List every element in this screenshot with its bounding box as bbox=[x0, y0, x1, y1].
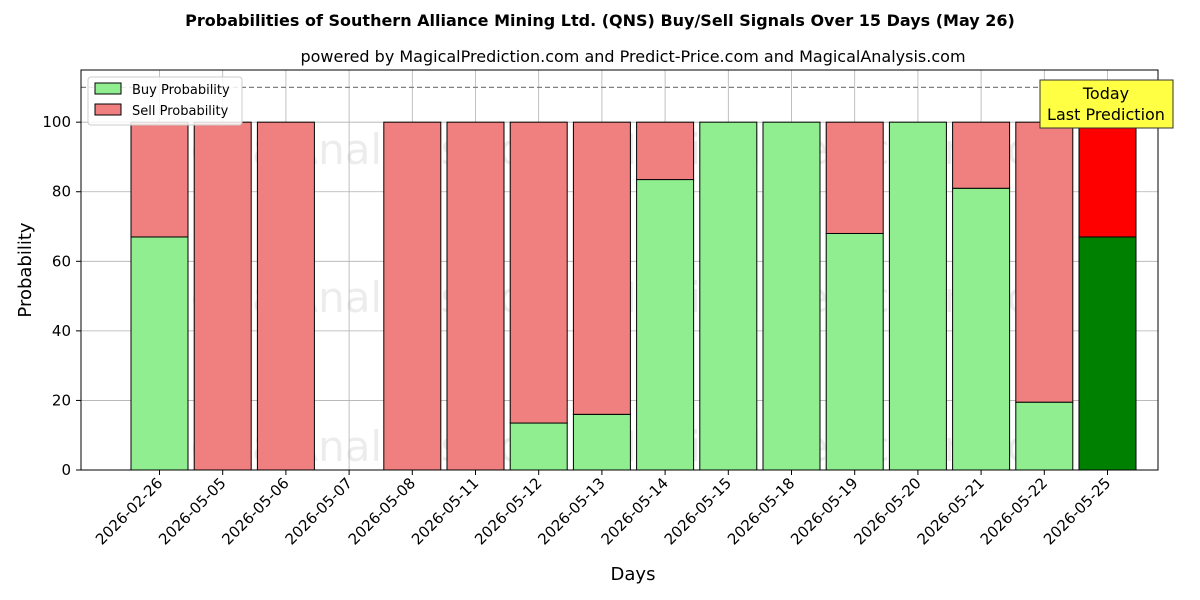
legend-swatch-sell bbox=[94, 103, 122, 116]
bar-sell-2026-05-22 bbox=[1015, 121, 1074, 403]
annotation-line-1: Today bbox=[1082, 84, 1129, 103]
y-tick-label: 0 bbox=[61, 461, 71, 479]
bar-buy-2026-05-12 bbox=[509, 422, 568, 471]
x-axis-ticks: 2026-02-262026-05-052026-05-062026-05-07… bbox=[92, 470, 1114, 548]
bar-sell-2026-05-21 bbox=[952, 121, 1011, 189]
bar-sell-2026-05-06 bbox=[256, 121, 315, 471]
y-axis-label: Probability bbox=[15, 222, 36, 317]
plot-area: MagicalAnalysis.comMagicalPrediction.com… bbox=[80, 69, 1159, 471]
bar-buy-2026-05-14 bbox=[636, 179, 695, 471]
bar-buy-2026-05-25 bbox=[1078, 236, 1137, 471]
x-tick-label: 2026-05-11 bbox=[408, 474, 482, 548]
legend-swatch-buy bbox=[94, 82, 122, 95]
x-tick-label: 2026-02-26 bbox=[92, 474, 166, 548]
bar-buy-2026-05-22 bbox=[1015, 401, 1074, 471]
legend-box bbox=[87, 76, 243, 126]
x-tick-label: 2026-05-06 bbox=[218, 474, 292, 548]
chart-title: Probabilities of Southern Alliance Minin… bbox=[185, 11, 1015, 30]
bar-buy-2026-05-18 bbox=[762, 121, 821, 471]
x-tick-label: 2026-05-19 bbox=[787, 474, 861, 548]
annotation-box bbox=[1039, 79, 1174, 129]
today-annotation: Today Last Prediction bbox=[1039, 79, 1174, 129]
x-tick-label: 2026-05-07 bbox=[282, 474, 356, 548]
x-tick-label: 2026-05-08 bbox=[345, 474, 419, 548]
y-axis-ticks: 0 20 40 60 80 100 bbox=[42, 113, 81, 479]
bar-sell-2026-05-05 bbox=[193, 121, 252, 471]
bar-buy-2026-05-13 bbox=[572, 413, 631, 471]
bar-sell-2026-05-13 bbox=[572, 121, 631, 415]
bar-sell-2026-05-12 bbox=[509, 121, 568, 424]
x-tick-label: 2026-05-21 bbox=[914, 474, 988, 548]
legend-label-sell: Sell Probability bbox=[132, 104, 229, 119]
bar-sell-2026-05-19 bbox=[825, 121, 884, 234]
y-tick-label: 60 bbox=[52, 252, 71, 270]
bar-buy-2026-02-26 bbox=[130, 236, 189, 471]
x-tick-label: 2026-05-20 bbox=[850, 474, 924, 548]
chart-subtitle: powered by MagicalPrediction.com and Pre… bbox=[300, 47, 965, 66]
x-tick-label: 2026-05-25 bbox=[1040, 474, 1114, 548]
y-tick-label: 20 bbox=[52, 391, 71, 409]
x-tick-label: 2026-05-15 bbox=[661, 474, 735, 548]
legend-label-buy: Buy Probability bbox=[132, 83, 230, 98]
x-tick-label: 2026-05-14 bbox=[598, 474, 672, 548]
plot-frame bbox=[80, 69, 1159, 471]
legend: Buy Probability Sell Probability bbox=[87, 76, 243, 126]
bar-buy-2026-05-21 bbox=[952, 187, 1011, 471]
bar-sell-2026-05-08 bbox=[383, 121, 442, 471]
bar-sell-2026-05-11 bbox=[446, 121, 505, 471]
bars bbox=[130, 121, 1137, 471]
annotation-line-2: Last Prediction bbox=[1047, 105, 1165, 124]
y-tick-label: 40 bbox=[52, 322, 71, 340]
x-axis-label: Days bbox=[611, 564, 656, 585]
y-tick-label: 100 bbox=[42, 113, 71, 131]
bar-sell-2026-02-26 bbox=[130, 121, 189, 238]
x-tick-label: 2026-05-13 bbox=[534, 474, 608, 548]
bar-buy-2026-05-15 bbox=[699, 121, 758, 471]
bar-buy-2026-05-20 bbox=[888, 121, 947, 471]
x-tick-label: 2026-05-05 bbox=[155, 474, 229, 548]
x-tick-label: 2026-05-12 bbox=[471, 474, 545, 548]
bar-sell-2026-05-25 bbox=[1078, 121, 1137, 238]
bar-sell-2026-05-14 bbox=[636, 121, 695, 181]
bar-buy-2026-05-19 bbox=[825, 232, 884, 471]
y-tick-label: 80 bbox=[52, 183, 71, 201]
x-tick-label: 2026-05-22 bbox=[977, 474, 1051, 548]
x-tick-label: 2026-05-18 bbox=[724, 474, 798, 548]
